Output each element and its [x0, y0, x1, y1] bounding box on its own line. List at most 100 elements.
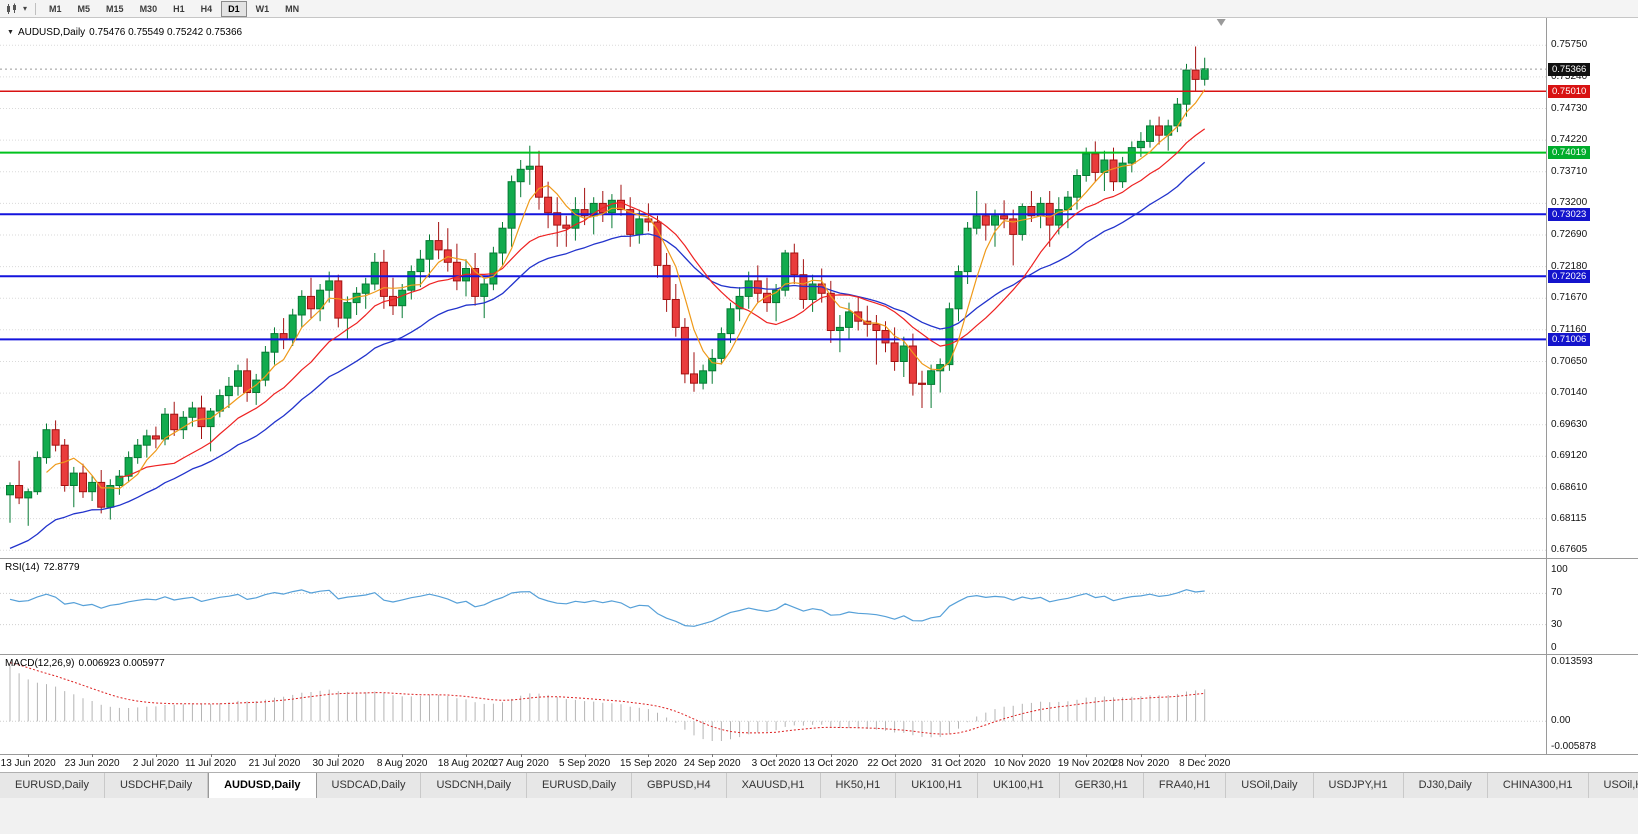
- date-axis-label: 18 Aug 2020: [437, 758, 495, 769]
- price-axis[interactable]: 0.75750 0.75240 0.74730 0.74220 0.73710 0.732…: [1546, 18, 1638, 754]
- date-tick: [520, 754, 522, 757]
- time-axis[interactable]: 13 Jun 2020 23 Jun 2020 2 Jul 2020 11 Jul 2…: [0, 754, 1546, 772]
- axis-scale-label: 0.70140: [1551, 387, 1588, 399]
- date-tick: [584, 754, 586, 757]
- date-tick: [776, 754, 778, 757]
- timeframe-button-m5[interactable]: M5: [77, 3, 91, 14]
- chart-tab-china300-h1[interactable]: CHINA300,H1: [1488, 773, 1589, 798]
- axis-scale-label: 0.72180: [1551, 260, 1588, 272]
- axis-scale-label: -0.005878: [1551, 741, 1597, 752]
- chart-tab-fra40-h1[interactable]: FRA40,H1: [1144, 773, 1227, 798]
- timeframe-button-w1[interactable]: W1: [255, 3, 270, 14]
- chart-tab-xauusd-h1[interactable]: XAUUSD,H1: [727, 773, 821, 798]
- date-axis-label: 28 Nov 2020: [1112, 758, 1170, 769]
- price-line-badge: 0.72026: [1548, 269, 1591, 283]
- date-axis-label: 2 Jul 2020: [132, 758, 179, 769]
- date-axis-label: 19 Nov 2020: [1057, 758, 1115, 769]
- date-tick: [648, 754, 650, 757]
- collapse-triangle-icon[interactable]: ▼: [7, 29, 14, 36]
- date-axis-label: 5 Sep 2020: [559, 758, 611, 769]
- chart-tab-ger30-h1[interactable]: GER30,H1: [1060, 773, 1144, 798]
- axis-scale-label: 0.74730: [1551, 102, 1588, 114]
- chart-tab-usoil-h1[interactable]: USOil,H1: [1589, 773, 1638, 798]
- pane-splitter[interactable]: [0, 558, 1638, 559]
- chart-title: ▼ AUDUSD,Daily 0.75476 0.75549 0.75242 0…: [7, 27, 242, 38]
- timeframe-button-h1[interactable]: H1: [173, 3, 185, 14]
- axis-scale-label: 0.69630: [1551, 418, 1588, 430]
- date-axis-label: 23 Jun 2020: [64, 758, 120, 769]
- chart-tab-usdchf-daily[interactable]: USDCHF,Daily: [105, 773, 209, 798]
- rsi-value: 72.8779: [43, 562, 80, 573]
- timeframe-button-d1[interactable]: D1: [221, 0, 247, 17]
- axis-scale-label: 0.013593: [1551, 656, 1593, 667]
- axis-scale-label: 0.73710: [1551, 165, 1588, 177]
- chart-tab-dj30-daily[interactable]: DJ30,Daily: [1404, 773, 1488, 798]
- axis-scale-label: 0.70650: [1551, 355, 1588, 367]
- date-axis-label: 31 Oct 2020: [931, 758, 986, 769]
- chart-tab-bar: EURUSD,Daily USDCHF,Daily AUDUSD,Daily USDC…: [0, 772, 1638, 798]
- chart-mode-icon[interactable]: [4, 2, 20, 16]
- chart-shift-marker: [1216, 19, 1226, 26]
- date-tick: [894, 754, 896, 757]
- macd-indicator-canvas[interactable]: [0, 654, 1546, 754]
- price-line-badge: 0.73023: [1548, 207, 1591, 221]
- macd-indicator-label: MACD(12,26,9) 0.006923 0.005977: [5, 658, 165, 669]
- chart-tab-usdcnh-daily[interactable]: USDCNH,Daily: [421, 773, 528, 798]
- chart-tab-gbpusd-h4[interactable]: GBPUSD,H4: [632, 773, 727, 798]
- toolbar-caret-icon[interactable]: ▾: [23, 4, 28, 13]
- date-axis-label: 13 Oct 2020: [803, 758, 859, 769]
- price-chart-canvas[interactable]: [0, 18, 1546, 558]
- axis-scale-label: 0.67605: [1551, 544, 1588, 556]
- date-axis-label: 11 Jul 2020: [185, 758, 237, 769]
- date-axis-label: 8 Aug 2020: [376, 758, 428, 769]
- axis-scale-label: 0.71160: [1551, 323, 1587, 335]
- toolbar: ▾ M1 M5 M15 M30 H1 H4 D1 W1 MN: [0, 0, 1638, 18]
- date-tick: [28, 754, 30, 757]
- chart-tab-eurusd-daily[interactable]: EURUSD,Daily: [527, 773, 632, 798]
- date-axis-label: 13 Jun 2020: [0, 758, 56, 769]
- price-line-badge: 0.74019: [1548, 146, 1591, 160]
- pane-splitter[interactable]: [0, 654, 1638, 655]
- timeframe-button-m30[interactable]: M30: [139, 3, 158, 14]
- date-axis-label: 27 Aug 2020: [492, 758, 549, 769]
- axis-scale-label: 30: [1551, 618, 1563, 630]
- chart-tab-usoil-daily[interactable]: USOil,Daily: [1226, 773, 1314, 798]
- axis-scale-label: 0.74220: [1551, 134, 1588, 146]
- date-tick: [155, 754, 157, 757]
- timeframe-button-group: M1 M5 M15 M30 H1 H4 D1 W1 MN: [41, 0, 307, 17]
- chart-tab-uk100-h1[interactable]: UK100,H1: [896, 773, 978, 798]
- date-axis-label: 21 Jul 2020: [248, 758, 301, 769]
- date-axis-label: 30 Jul 2020: [312, 758, 365, 769]
- axis-scale-label: 0.73200: [1551, 197, 1588, 209]
- pane-splitter: [0, 754, 1638, 755]
- chart-tabs: EURUSD,Daily USDCHF,Daily AUDUSD,Daily USDC…: [0, 773, 1638, 798]
- chart-tab-audusd-daily[interactable]: AUDUSD,Daily: [208, 773, 317, 798]
- chart-tab-usdjpy-h1[interactable]: USDJPY,H1: [1314, 773, 1404, 798]
- chart-tab-eurusd-daily[interactable]: EURUSD,Daily: [0, 773, 105, 798]
- axis-scale-label: 0.71670: [1551, 292, 1588, 304]
- axis-scale-label: 0: [1551, 642, 1557, 653]
- axis-scale-label: 70: [1551, 587, 1563, 599]
- date-tick: [1140, 754, 1142, 757]
- timeframe-button-mn[interactable]: MN: [285, 3, 300, 14]
- axis-scale-label: 0.68610: [1551, 481, 1588, 493]
- date-tick: [958, 754, 960, 757]
- price-line-badge: 0.75366: [1548, 62, 1591, 76]
- timeframe-button-m1[interactable]: M1: [49, 3, 62, 14]
- chart-tab-hk50-h1[interactable]: HK50,H1: [821, 773, 897, 798]
- macd-values: 0.006923 0.005977: [78, 658, 165, 669]
- timeframe-button-m15[interactable]: M15: [106, 3, 124, 14]
- date-axis-label: 10 Nov 2020: [993, 758, 1051, 769]
- chart-area[interactable]: ▼ AUDUSD,Daily 0.75476 0.75549 0.75242 0…: [0, 18, 1638, 772]
- chart-tab-uk100-h1[interactable]: UK100,H1: [978, 773, 1060, 798]
- date-axis-label: 15 Sep 2020: [620, 758, 677, 769]
- chart-tab-usdcad-daily[interactable]: USDCAD,Daily: [317, 773, 422, 798]
- rsi-indicator-canvas[interactable]: [0, 558, 1546, 654]
- date-tick: [1204, 754, 1206, 757]
- axis-scale-label: 100: [1551, 564, 1568, 575]
- date-tick: [92, 754, 94, 757]
- timeframe-button-h4[interactable]: H4: [200, 3, 213, 14]
- symbol-period-label: AUDUSD,Daily: [17, 27, 86, 38]
- date-tick: [274, 754, 276, 757]
